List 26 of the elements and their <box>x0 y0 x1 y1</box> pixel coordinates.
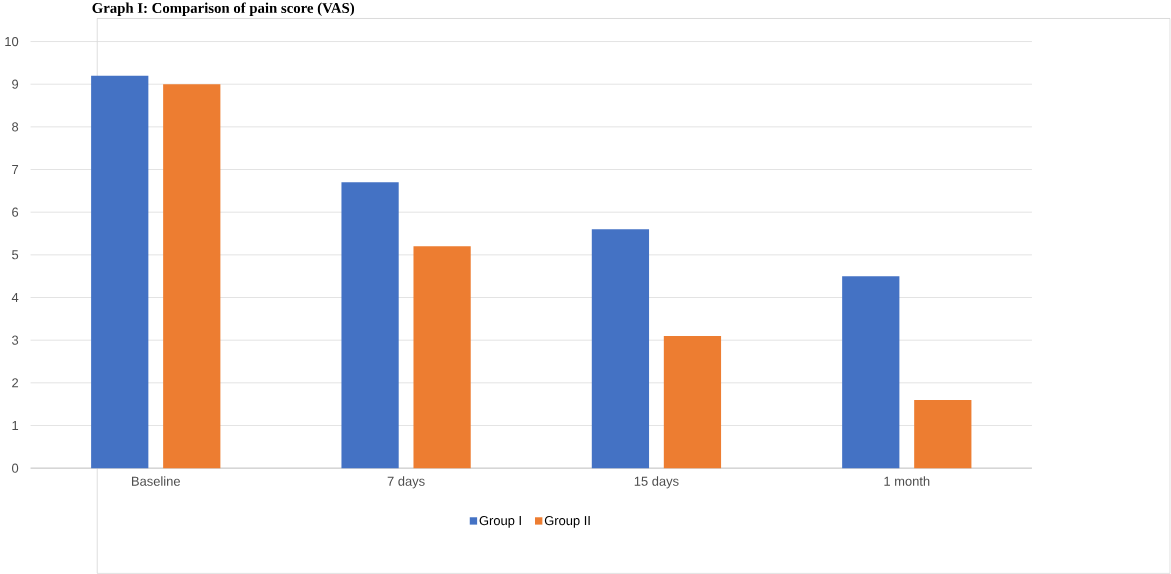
bar <box>914 400 972 469</box>
y-tick-label: 6 <box>12 207 19 217</box>
x-tick-label: 15 days <box>634 476 679 489</box>
bar <box>163 84 221 469</box>
chart-title: Graph I: Comparison of pain score (VAS) <box>92 2 355 17</box>
y-tick-label: 5 <box>12 250 19 260</box>
y-tick-label: 1 <box>12 421 19 431</box>
bar <box>91 75 149 469</box>
legend-label: Group I <box>479 516 521 528</box>
bar <box>413 246 471 469</box>
x-tick-label: 1 month <box>884 476 930 486</box>
y-tick-label: 2 <box>12 378 19 388</box>
y-tick-label: 8 <box>12 122 19 132</box>
legend-label: Group II <box>544 516 590 528</box>
bar <box>591 229 650 469</box>
y-tick-label: 0 <box>12 463 19 473</box>
y-tick-label: 9 <box>12 79 19 89</box>
y-tick-label: 10 <box>5 37 19 47</box>
y-tick-label: 3 <box>12 335 19 345</box>
x-tick-label: 7 days <box>387 476 425 489</box>
x-tick-label: Baseline <box>132 476 180 486</box>
y-tick-label: 4 <box>11 293 19 303</box>
bar <box>341 182 399 469</box>
bar <box>842 276 900 469</box>
bar <box>663 336 722 469</box>
y-tick-label: 7 <box>12 165 19 175</box>
